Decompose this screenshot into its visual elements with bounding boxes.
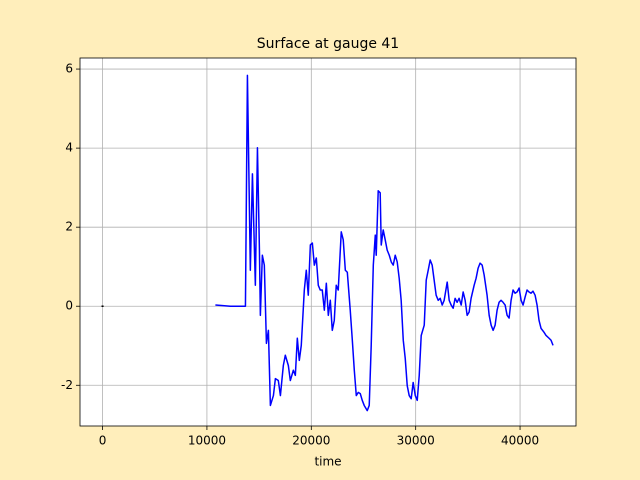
x-tick-label: 40000	[501, 434, 539, 448]
y-tick-label: -2	[61, 378, 73, 392]
y-tick-label: 4	[65, 141, 73, 155]
plot-frame	[79, 57, 577, 427]
series-line	[215, 74, 554, 412]
plot-area	[80, 58, 576, 426]
y-tick-label: 6	[65, 62, 73, 76]
y-tick-label: 2	[65, 220, 73, 234]
y-tick-label: 0	[65, 299, 73, 313]
x-axis-label: time	[314, 455, 341, 469]
x-tick-label: 20000	[292, 434, 330, 448]
x-tick-label: 10000	[188, 434, 226, 448]
chart-title: Surface at gauge 41	[257, 36, 399, 52]
x-tick-label: 30000	[397, 434, 435, 448]
x-tick-label: 0	[99, 434, 107, 448]
